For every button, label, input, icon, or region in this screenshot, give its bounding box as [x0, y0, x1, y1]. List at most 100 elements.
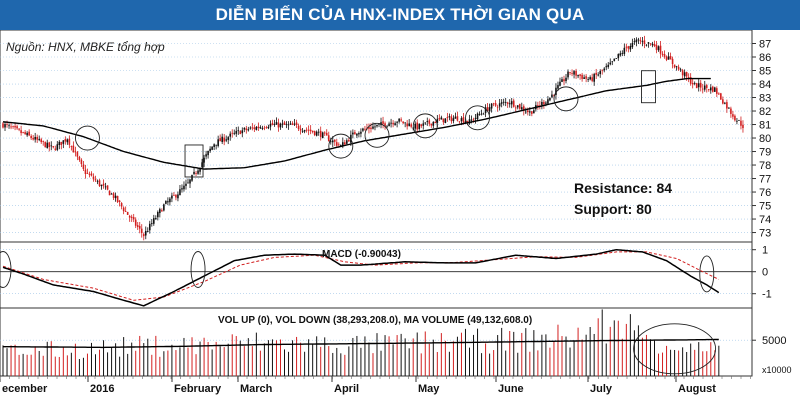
price-candle — [496, 106, 499, 108]
price-candle — [126, 211, 129, 215]
price-candle — [171, 195, 173, 199]
price-candle — [599, 71, 602, 75]
price-candle — [701, 88, 704, 90]
price-candle — [669, 55, 672, 60]
price-candle — [245, 128, 248, 131]
price-candle — [249, 127, 252, 129]
price-candle — [424, 122, 427, 124]
price-candle — [685, 72, 688, 77]
price-candle — [506, 102, 509, 104]
price-candle — [492, 103, 495, 105]
price-candle — [88, 174, 91, 175]
price-candle — [84, 169, 87, 174]
price-candle — [279, 123, 282, 128]
x-tick-label: ecember — [2, 383, 48, 395]
price-candle — [14, 125, 16, 128]
price-candle — [470, 119, 473, 121]
price-candle — [333, 139, 336, 142]
price-candle — [122, 207, 125, 212]
price-candle — [697, 83, 700, 88]
price-candle — [494, 103, 497, 106]
price-candle — [189, 179, 191, 184]
price-candle — [265, 127, 268, 128]
x-tick-label: March — [240, 383, 273, 395]
price-candle — [323, 132, 326, 134]
x-tick-label: 2016 — [90, 383, 114, 395]
price-candle — [62, 140, 65, 144]
price-candle — [438, 118, 441, 120]
price-candle — [20, 130, 22, 134]
price-candle — [150, 223, 153, 224]
price-candle — [183, 185, 185, 190]
price-candle — [233, 132, 236, 134]
price-candle — [136, 225, 139, 228]
price-candle — [512, 100, 515, 107]
price-tick-label: 80 — [759, 133, 771, 145]
price-candle — [223, 137, 225, 142]
price-candle — [639, 40, 642, 42]
macd-line — [2, 248, 720, 307]
price-candle — [134, 219, 137, 226]
price-candle — [699, 82, 702, 88]
x-tick-label: May — [418, 383, 440, 395]
price-candle — [287, 124, 290, 126]
price-candle — [307, 129, 310, 131]
price-candle — [92, 176, 95, 180]
price-candle — [667, 56, 670, 60]
price-candle — [56, 144, 59, 150]
price-candle — [478, 114, 481, 115]
price-candle — [522, 106, 525, 111]
price-candle — [563, 79, 565, 82]
price-candle — [263, 127, 266, 129]
price-candle — [577, 75, 579, 77]
price-candle — [498, 103, 501, 107]
price-candle — [42, 141, 45, 142]
price-candle — [243, 128, 246, 130]
price-candle — [261, 128, 264, 129]
price-candle — [209, 148, 211, 152]
price-candle — [673, 64, 676, 68]
price-candle — [128, 215, 131, 218]
price-candle — [428, 120, 431, 124]
price-candle — [74, 151, 77, 153]
x-tick-label: July — [590, 383, 613, 395]
price-candle — [255, 126, 258, 130]
macd-tick-label: -1 — [762, 289, 772, 301]
price-candle — [132, 217, 135, 220]
macd-panel: -1 0 1 MACD (-0.90043) — [0, 241, 772, 309]
price-tick-label: 86 — [759, 52, 771, 64]
price-candle — [631, 42, 634, 48]
price-candle — [732, 114, 734, 117]
price-candle — [159, 209, 161, 214]
touch-point-circle — [364, 122, 390, 148]
price-candle — [567, 71, 569, 78]
price-candle — [458, 121, 461, 123]
price-candle — [555, 87, 557, 95]
price-candle — [229, 133, 232, 137]
price-candle — [16, 126, 18, 129]
price-candle — [738, 120, 740, 121]
price-candle — [372, 126, 374, 129]
price-candle — [645, 44, 648, 46]
price-candle — [257, 126, 260, 128]
price-candle — [436, 118, 439, 123]
price-candle — [94, 179, 97, 181]
price-candle — [565, 77, 567, 82]
price-candle — [587, 79, 589, 80]
price-candle — [707, 89, 710, 91]
price-candle — [589, 77, 591, 80]
price-tick-label: 85 — [759, 66, 771, 78]
price-candle — [315, 131, 318, 136]
price-candle — [484, 107, 487, 114]
price-candle — [537, 105, 539, 106]
price-candle — [66, 139, 69, 143]
price-candle — [281, 123, 284, 125]
price-candle — [291, 123, 294, 125]
price-candle — [516, 105, 519, 108]
x-tick-label: February — [174, 383, 222, 395]
price-candle — [456, 116, 459, 121]
price-candle — [571, 73, 573, 74]
price-candle — [591, 77, 593, 81]
price-candle — [6, 123, 8, 125]
